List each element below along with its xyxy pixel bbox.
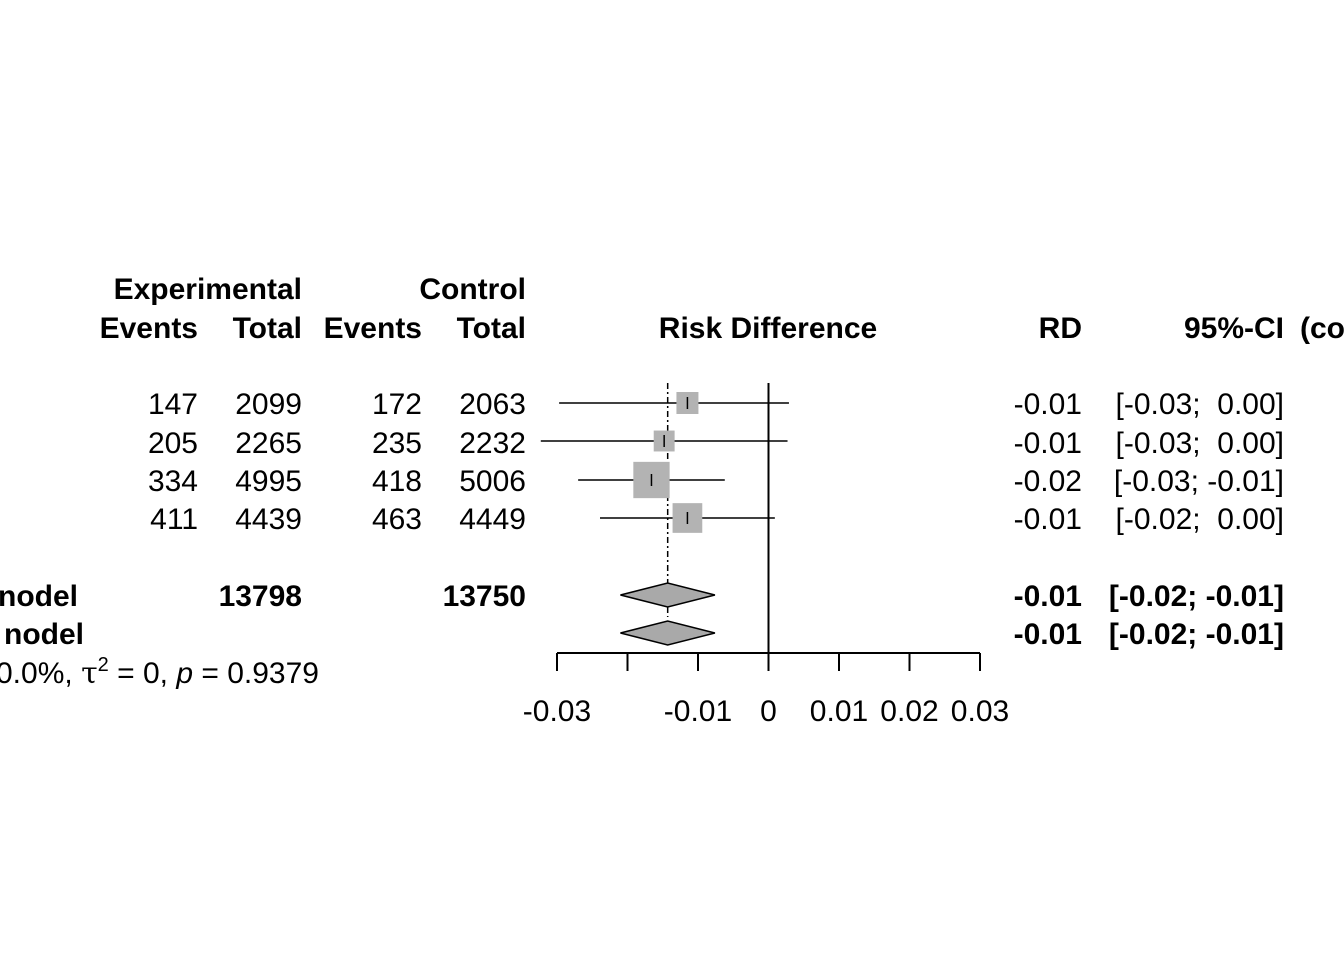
header: Experimental Control Events Total Events… <box>100 273 1344 345</box>
pooled-rows: nodel 13798 13750 -0.01 [-0.02; -0.01] n… <box>0 580 1284 651</box>
study-1-exp-total: 2099 <box>235 388 302 421</box>
study-4-exp-total: 4439 <box>235 503 302 536</box>
study-2-ctrl-events: 235 <box>372 427 422 460</box>
header-control: Control <box>419 273 526 306</box>
pooled-1-ci: [-0.02; -0.01] <box>1109 580 1284 613</box>
study-4-ctrl-total: 4449 <box>459 503 526 536</box>
plot-area: -0.03 -0.01 0 0.01 0.02 0.03 <box>523 383 1009 728</box>
header-extra: (co <box>1300 312 1344 345</box>
study-3-ctrl-events: 418 <box>372 465 422 498</box>
heterogeneity-prefix: 0.0%, <box>0 657 81 690</box>
study-1-ctrl-events: 172 <box>372 388 422 421</box>
pooled-2-diamond <box>620 620 716 646</box>
heterogeneity-mid: = 0, <box>109 657 177 690</box>
pooled-1-ctrl-total: 13750 <box>443 580 526 613</box>
study-3-exp-total: 4995 <box>235 465 302 498</box>
header-experimental: Experimental <box>114 273 302 306</box>
study-1-rd: -0.01 <box>1014 388 1082 421</box>
heterogeneity-suffix: = 0.9379 <box>193 657 319 690</box>
study-4-ci: [-0.02; 0.00] <box>1116 503 1284 536</box>
header-ctrl-events: Events <box>324 312 422 345</box>
header-ctrl-total: Total <box>457 312 526 345</box>
x-axis-tick-label: 0 <box>760 695 777 728</box>
header-exp-events: Events <box>100 312 198 345</box>
study-4-ctrl-events: 463 <box>372 503 422 536</box>
heterogeneity-tau: τ <box>81 656 98 691</box>
pooled-1-rd: -0.01 <box>1014 580 1082 613</box>
x-axis-tick-label: 0.02 <box>880 695 938 728</box>
study-1-ctrl-total: 2063 <box>459 388 526 421</box>
study-1-ci: [-0.03; 0.00] <box>1116 388 1284 421</box>
pooled-2-label: nodel <box>4 618 84 651</box>
study-3-ci: [-0.03; -0.01] <box>1114 465 1284 498</box>
study-2-ctrl-total: 2232 <box>459 427 526 460</box>
study-rows: 147 2099 172 2063 -0.01 [-0.03; 0.00] 20… <box>148 388 1284 536</box>
study-3-exp-events: 334 <box>148 465 198 498</box>
x-axis-tick-label: 0.03 <box>951 695 1009 728</box>
study-2-exp-total: 2265 <box>235 427 302 460</box>
study-2-rd: -0.01 <box>1014 427 1082 460</box>
header-plot-label: Risk Difference <box>659 312 877 345</box>
header-exp-total: Total <box>233 312 302 345</box>
header-ci: 95%-CI <box>1184 312 1284 345</box>
header-rd: RD <box>1039 312 1082 345</box>
study-2-exp-events: 205 <box>148 427 198 460</box>
x-axis-tick-label: -0.03 <box>523 695 591 728</box>
x-axis-tick-label: -0.01 <box>664 695 732 728</box>
study-3-ctrl-total: 5006 <box>459 465 526 498</box>
heterogeneity-sup: 2 <box>98 654 109 676</box>
study-2-ci: [-0.03; 0.00] <box>1116 427 1284 460</box>
pooled-1-exp-total: 13798 <box>219 580 302 613</box>
study-3-rd: -0.02 <box>1014 465 1082 498</box>
pooled-2-ci: [-0.02; -0.01] <box>1109 618 1284 651</box>
heterogeneity-p: p <box>175 657 193 690</box>
pooled-1-diamond <box>620 582 716 608</box>
heterogeneity-stats: 0.0%, τ2 = 0, p = 0.9379 <box>0 654 319 691</box>
study-4-exp-events: 411 <box>150 503 198 536</box>
pooled-2-rd: -0.01 <box>1014 618 1082 651</box>
study-4-rd: -0.01 <box>1014 503 1082 536</box>
pooled-1-label: nodel <box>0 580 78 613</box>
x-axis-tick-label: 0.01 <box>810 695 868 728</box>
study-1-exp-events: 147 <box>148 388 198 421</box>
